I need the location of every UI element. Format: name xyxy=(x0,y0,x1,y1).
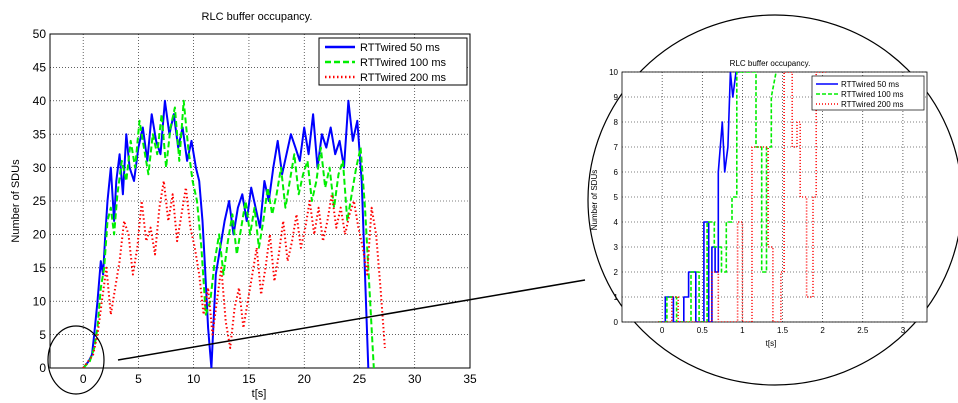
main-y-tick-label: 45 xyxy=(33,61,47,75)
inset-x-tick-label: 0 xyxy=(660,326,665,335)
inset-y-tick-label: 10 xyxy=(609,68,618,77)
inset-legend-label-1: RTTwired 100 ms xyxy=(841,90,904,99)
main-ticks: 0 5 10 15 20 25 30 35 0 5 10 15 20 25 30 35 40 45 50 xyxy=(33,27,477,386)
inset-y-tick-label: 0 xyxy=(614,318,619,327)
main-y-tick-label: 0 xyxy=(39,361,46,375)
main-series-line-1 xyxy=(82,99,375,368)
main-legend-label-2: RTTwired 200 ms xyxy=(360,72,446,84)
inset-x-tick-label: 2.5 xyxy=(857,326,869,335)
main-series-group xyxy=(82,99,386,368)
zoom-region-circle xyxy=(47,325,105,395)
inset-plot-area xyxy=(621,71,928,323)
inset-y-tick-label: 6 xyxy=(614,168,619,177)
inset-series-line-2 xyxy=(658,72,826,322)
inset-y-tick-label: 3 xyxy=(614,243,619,252)
inset-x-tick-label: 3 xyxy=(901,326,906,335)
inset-y-axis-label: Number of SDUs xyxy=(590,170,599,230)
main-x-tick-label: 15 xyxy=(242,372,256,386)
inset-x-tick-label: 2 xyxy=(820,326,825,335)
main-x-tick-label: 30 xyxy=(408,372,422,386)
main-chart: RLC buffer occupancy. 0 5 10 15 20 25 30 35 0 5 10… xyxy=(10,11,477,400)
inset-ticks: 0 0.5 1 1.5 2 2.5 3 0 1 2 3 4 5 6 7 8 9 10 xyxy=(609,68,906,335)
main-x-tick-label: 0 xyxy=(80,372,87,386)
inset-y-tick-label: 8 xyxy=(614,118,619,127)
inset-legend-box xyxy=(811,75,925,111)
inset-series-group xyxy=(658,72,826,322)
main-y-axis-label: Number of SDUs xyxy=(10,159,22,243)
inset-y-tick-label: 1 xyxy=(614,293,619,302)
main-x-tick-label: 25 xyxy=(353,372,367,386)
inset-y-tick-label: 9 xyxy=(614,93,619,102)
inset-chart-title: RLC buffer occupancy. xyxy=(730,59,811,68)
inset-legend: RTTwired 50 ms RTTwired 100 ms RTTwired … xyxy=(811,75,925,111)
inset-chart: RLC buffer occupancy. 0 0.5 1 1.5 2 2.5 3 0 1 2 3 4… xyxy=(587,14,958,386)
zoom-connector-line xyxy=(117,279,586,361)
main-series-line-0 xyxy=(82,99,370,368)
main-y-tick-label: 15 xyxy=(33,261,47,275)
main-legend-label-0: RTTwired 50 ms xyxy=(360,42,440,54)
inset-legend-label-0: RTTwired 50 ms xyxy=(841,80,899,89)
inset-y-tick-label: 2 xyxy=(614,268,619,277)
main-y-tick-label: 25 xyxy=(33,194,47,208)
inset-x-tick-label: 1 xyxy=(740,326,745,335)
main-x-tick-label: 20 xyxy=(298,372,312,386)
main-legend: RTTwired 50 ms RTTwired 100 ms RTTwired … xyxy=(318,37,468,86)
main-y-tick-label: 20 xyxy=(33,228,47,242)
main-chart-title: RLC buffer occupancy. xyxy=(202,11,313,23)
main-legend-label-1: RTTwired 100 ms xyxy=(360,57,446,69)
inset-y-tick-label: 7 xyxy=(614,143,619,152)
main-y-tick-label: 40 xyxy=(33,94,47,108)
inset-x-axis-label: t[s] xyxy=(766,339,777,348)
main-x-tick-label: 10 xyxy=(187,372,201,386)
inset-y-tick-label: 4 xyxy=(614,218,619,227)
main-x-axis-label: t[s] xyxy=(252,388,267,400)
main-y-tick-label: 5 xyxy=(39,328,46,342)
main-y-tick-label: 10 xyxy=(33,294,47,308)
main-x-tick-label: 35 xyxy=(463,372,477,386)
inset-series-line-1 xyxy=(658,72,777,322)
main-y-tick-label: 50 xyxy=(33,27,47,41)
main-y-tick-label: 35 xyxy=(33,127,47,141)
main-x-tick-label: 5 xyxy=(135,372,142,386)
inset-x-tick-label: 0.5 xyxy=(697,326,709,335)
main-y-tick-label: 30 xyxy=(33,161,47,175)
inset-y-tick-label: 5 xyxy=(614,193,619,202)
inset-x-tick-label: 1.5 xyxy=(777,326,789,335)
inset-legend-label-2: RTTwired 200 ms xyxy=(841,100,904,109)
inset-series-line-0 xyxy=(658,72,740,322)
